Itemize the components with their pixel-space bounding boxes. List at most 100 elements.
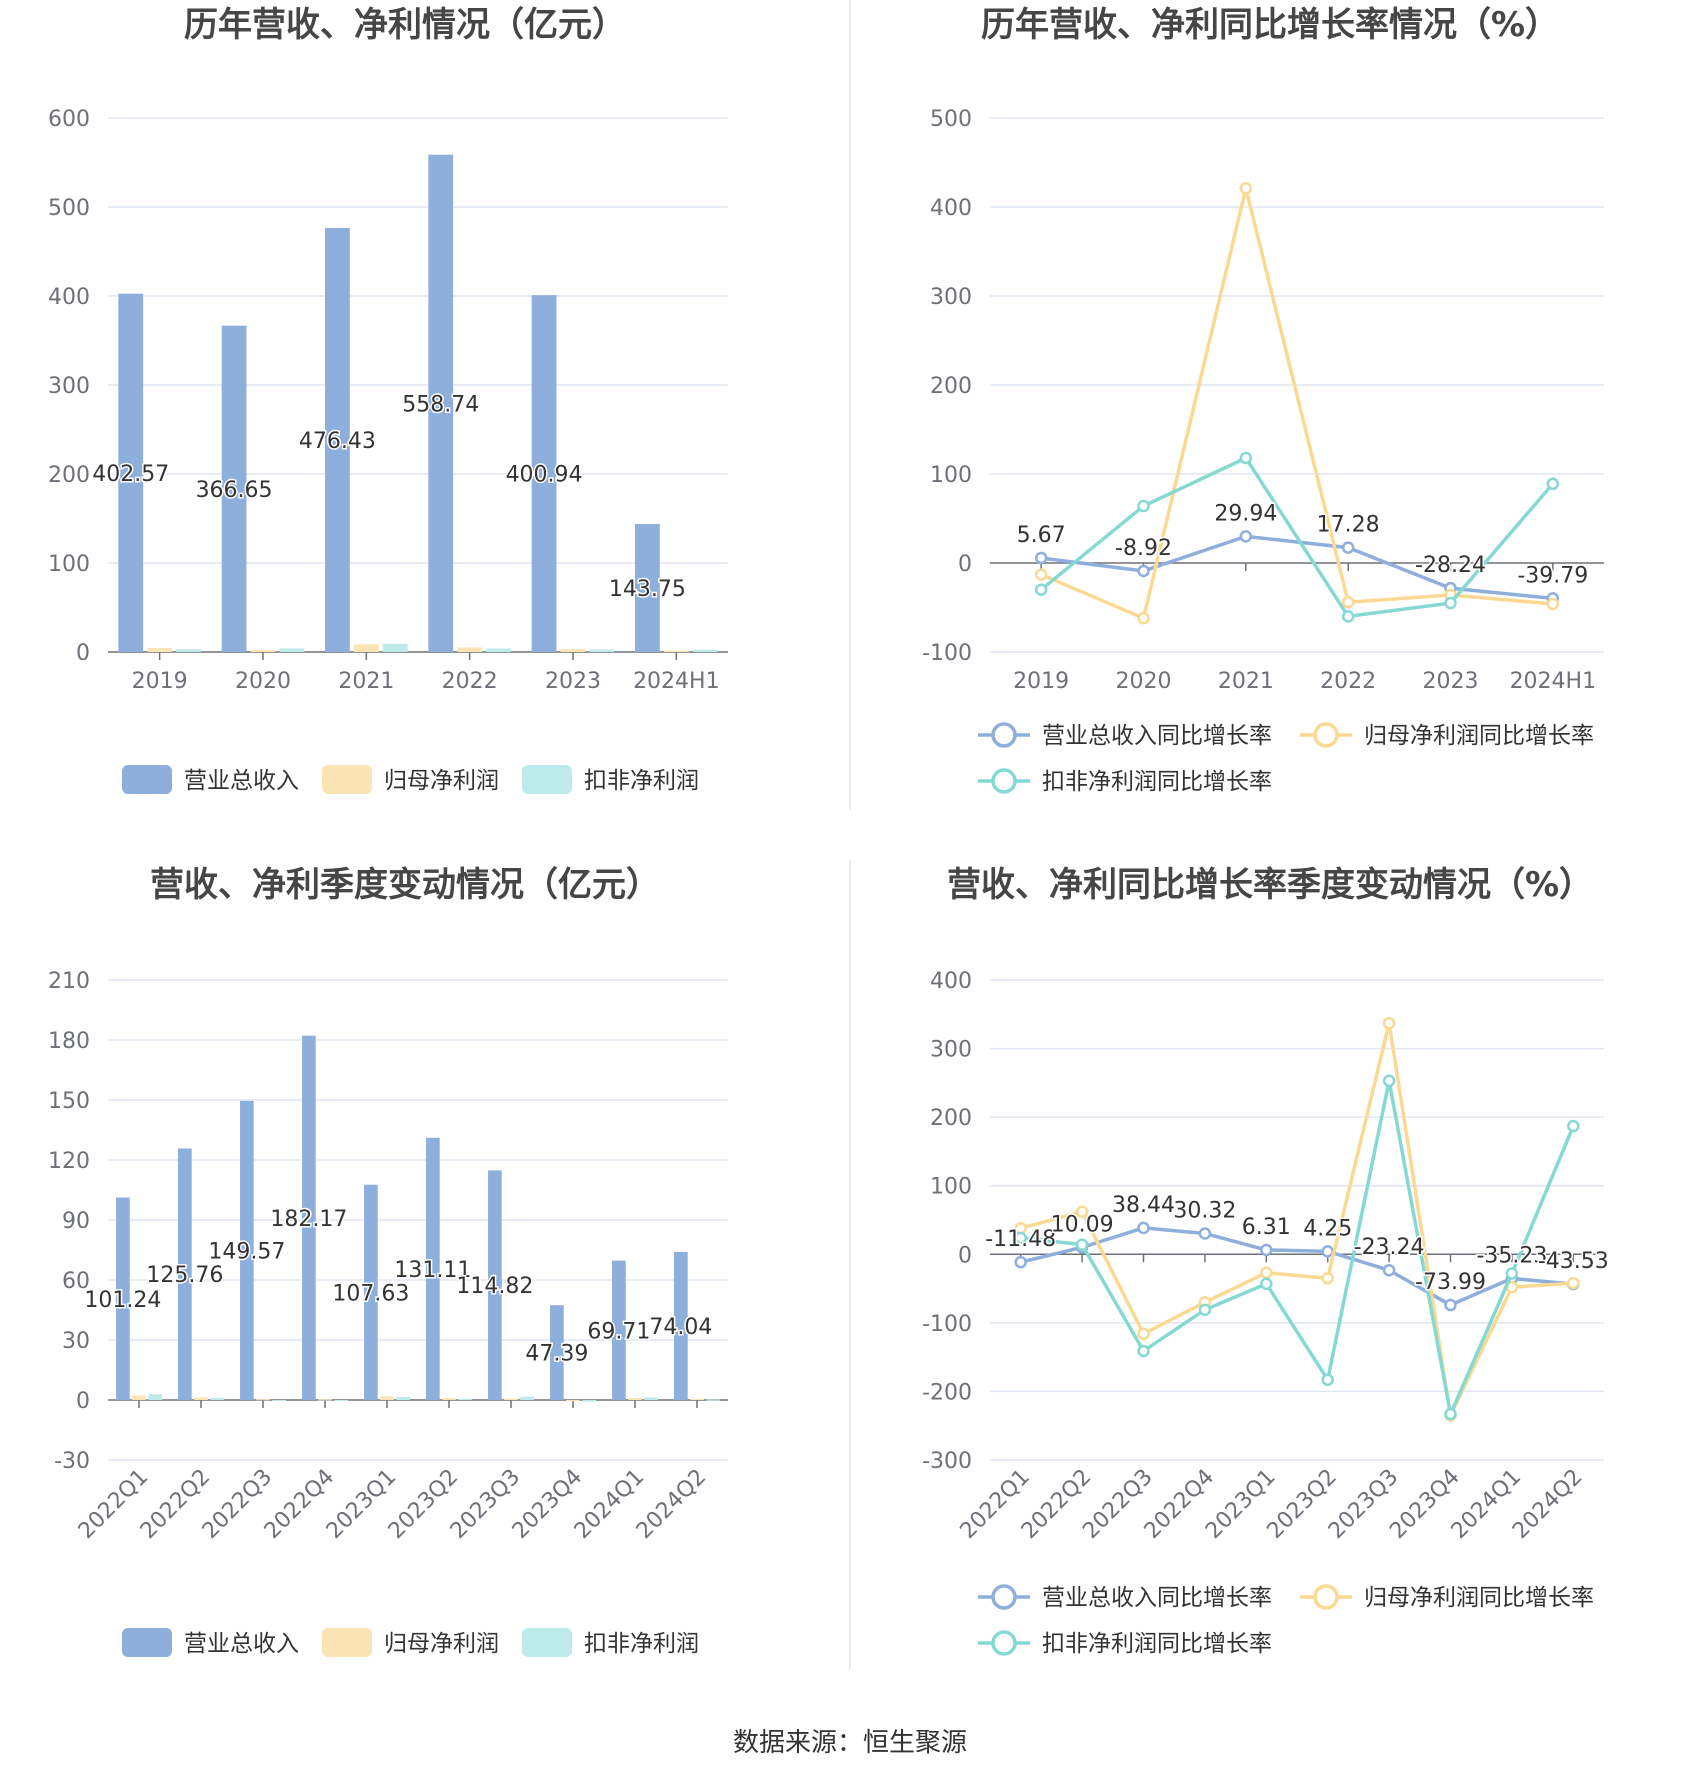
bar [706, 1399, 720, 1401]
y-tick-label: 0 [958, 1243, 972, 1268]
data-label: 131.11 [394, 1258, 471, 1283]
data-label: 143.75 [609, 577, 686, 602]
bar [318, 1399, 332, 1401]
bar [334, 1400, 348, 1401]
bar [458, 1398, 472, 1400]
series-line [1040, 455, 1555, 619]
data-label: 101.24 [84, 1288, 161, 1313]
data-label: 149.57 [208, 1239, 285, 1264]
bar [663, 650, 689, 652]
bar [566, 1400, 580, 1401]
data-label: 38.44 [1112, 1193, 1175, 1218]
bar [176, 649, 201, 652]
bar [380, 1396, 394, 1400]
y-tick-label: 300 [48, 374, 90, 399]
data-point [1137, 611, 1150, 625]
bar [486, 648, 511, 652]
bar [504, 1398, 518, 1400]
legend-label: 扣非净利润 [584, 768, 699, 794]
data-point [1260, 1243, 1273, 1257]
data-point [1382, 1074, 1396, 1088]
data-label: -73.99 [1415, 1270, 1486, 1295]
data-label: 17.28 [1317, 513, 1380, 538]
bar [428, 154, 454, 652]
data-point [1444, 596, 1457, 610]
bar [353, 644, 379, 652]
x-tick-label: 2021 [1218, 669, 1274, 694]
bar [635, 524, 660, 652]
series-line [1020, 1022, 1574, 1422]
bar [560, 648, 586, 652]
data-point [1260, 1277, 1273, 1291]
data-point [1444, 1298, 1457, 1312]
data-point [1341, 541, 1355, 554]
series-line [1020, 1080, 1575, 1420]
bar [612, 1260, 626, 1400]
legend-swatch [322, 765, 372, 794]
data-point [1382, 1263, 1396, 1277]
data-point [1198, 1227, 1212, 1240]
data-label: 5.67 [1017, 523, 1066, 548]
data-label: -23.24 [1354, 1235, 1425, 1260]
chart-title: 营收、净利同比增长率季度变动情况（%） [947, 865, 1593, 905]
data-point [1034, 551, 1048, 565]
data-point [1014, 1231, 1027, 1245]
data-point [1137, 1344, 1150, 1358]
annual-values-chart: 历年营收、净利情况（亿元） 0 100 200 300 400 500 600 2019 202… [48, 5, 728, 794]
y-tick-label: -300 [922, 1449, 972, 1474]
x-tick-label: 2024Q2 [632, 1465, 711, 1544]
bar [589, 649, 615, 652]
legend-label: 归母净利润同比增长率 [1364, 723, 1594, 749]
bar [644, 1397, 658, 1400]
bar [118, 293, 144, 652]
x-tick-label: 2023 [545, 669, 601, 694]
y-tick-label: -100 [922, 641, 972, 666]
series-line [1040, 534, 1554, 601]
data-label: 476.43 [299, 429, 376, 454]
data-point [1321, 1373, 1334, 1387]
x-tick-label: 2021 [338, 669, 394, 694]
y-tick-label: 100 [930, 1175, 972, 1200]
data-label: 10.09 [1051, 1212, 1114, 1237]
y-tick-label: 100 [930, 463, 972, 488]
data-point [1239, 451, 1253, 465]
data-label: -28.24 [1415, 553, 1486, 578]
data-point [1321, 1245, 1334, 1258]
legend-marker [1313, 1584, 1339, 1610]
legend-marker [991, 1630, 1017, 1656]
data-label: 402.57 [92, 462, 169, 487]
bar [148, 1394, 162, 1400]
legend-label: 营业总收入同比增长率 [1042, 1585, 1272, 1611]
data-label: 114.82 [456, 1274, 533, 1299]
legend-label: 扣非净利润同比增长率 [1042, 1631, 1272, 1657]
y-tick-label: 210 [48, 969, 90, 994]
quarterly-values-chart: 营收、净利季度变动情况（亿元） -30 0 30 60 90 120 150 180 210 20… [48, 865, 728, 1657]
y-tick-label: 200 [930, 1106, 972, 1131]
x-tick-label: 2022 [1320, 669, 1376, 694]
data-point [1034, 583, 1048, 596]
legend-swatch [522, 765, 572, 794]
quarterly-growth-chart: 营收、净利同比增长率季度变动情况（%） -300 -200 -100 0 100 200 3… [922, 865, 1610, 1657]
legend-label: 扣非净利润同比增长率 [1042, 769, 1272, 795]
bar [272, 1400, 286, 1401]
bar [221, 325, 247, 652]
data-label: -43.53 [1538, 1249, 1609, 1274]
y-tick-label: 60 [62, 1269, 90, 1294]
x-tick-label: 2019 [132, 669, 188, 694]
data-label: 107.63 [332, 1281, 409, 1306]
y-tick-label: 0 [76, 1389, 90, 1414]
bar [396, 1397, 410, 1400]
bar [442, 1398, 456, 1400]
legend-label: 营业总收入 [184, 1631, 299, 1657]
legend-marker [991, 722, 1017, 748]
data-point [1137, 1221, 1150, 1235]
legend-label: 归母净利润 [384, 1631, 499, 1657]
data-point [1382, 1016, 1396, 1030]
bar [457, 647, 483, 652]
y-tick-label: 400 [48, 285, 90, 310]
data-point [1075, 1205, 1089, 1219]
legend-marker [1313, 722, 1339, 748]
data-point [1341, 610, 1355, 623]
data-point [1444, 1407, 1457, 1421]
